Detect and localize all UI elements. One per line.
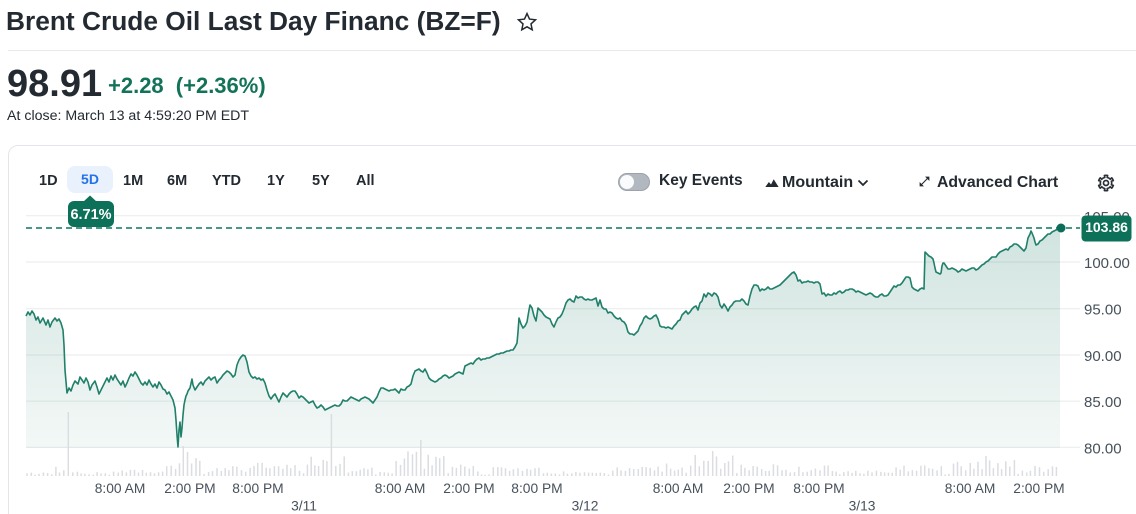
svg-text:3/13: 3/13 [849,499,876,514]
svg-text:8:00 PM: 8:00 PM [511,481,562,496]
svg-text:6.71%: 6.71% [70,207,111,223]
svg-text:85.00: 85.00 [1084,394,1122,411]
svg-text:100.00: 100.00 [1084,255,1130,272]
svg-text:2:00 PM: 2:00 PM [164,481,215,496]
svg-text:8:00 AM: 8:00 AM [375,481,426,496]
svg-text:8:00 AM: 8:00 AM [945,481,996,496]
svg-text:8:00 PM: 8:00 PM [232,481,283,496]
svg-text:103.86: 103.86 [1085,219,1128,235]
svg-text:8:00 AM: 8:00 AM [95,481,146,496]
svg-text:3/12: 3/12 [572,499,599,514]
svg-text:2:00 PM: 2:00 PM [443,481,494,496]
svg-text:8:00 PM: 8:00 PM [793,481,844,496]
svg-text:3/11: 3/11 [291,499,317,514]
svg-text:95.00: 95.00 [1084,302,1122,319]
svg-text:90.00: 90.00 [1084,348,1122,365]
svg-text:80.00: 80.00 [1084,440,1122,457]
svg-text:2:00 PM: 2:00 PM [1013,481,1064,496]
svg-text:8:00 AM: 8:00 AM [653,481,704,496]
svg-text:2:00 PM: 2:00 PM [723,481,774,496]
